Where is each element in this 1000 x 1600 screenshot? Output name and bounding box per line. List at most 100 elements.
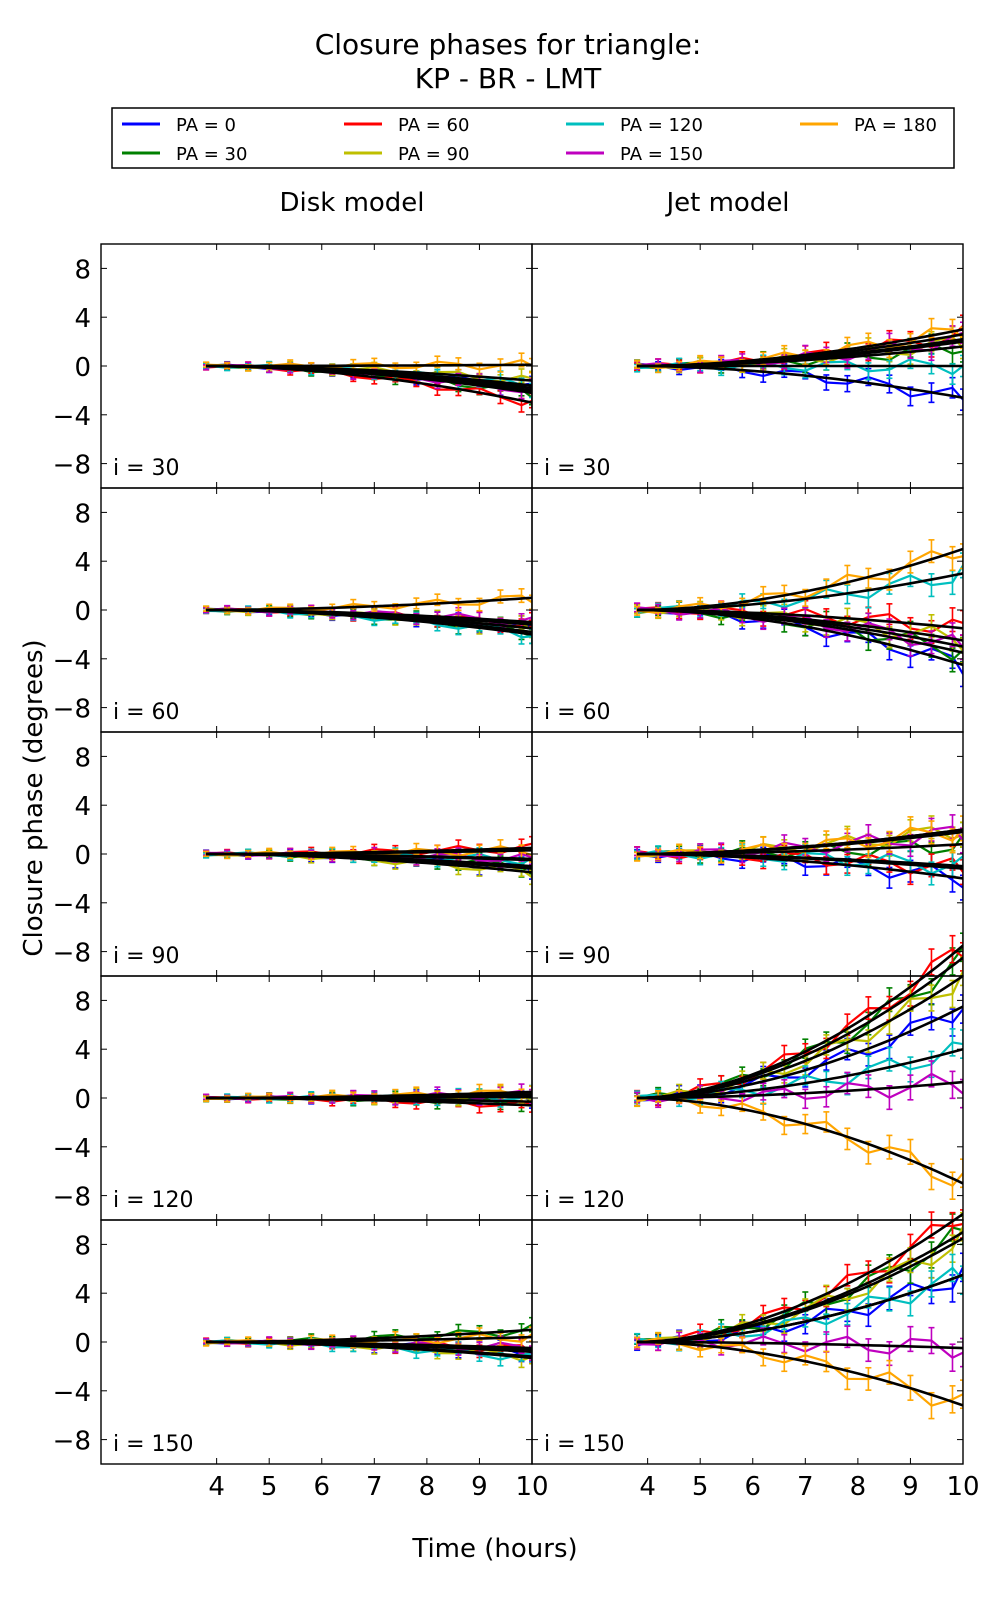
- legend-label: PA = 180: [854, 115, 937, 136]
- y-tick-label: 4: [74, 792, 91, 822]
- y-tick-label: −4: [53, 402, 91, 432]
- x-tick-label: 6: [313, 1472, 330, 1502]
- inclination-label: i = 90: [544, 944, 611, 969]
- panel-r2-c0: [203, 835, 532, 886]
- model-curve: [637, 852, 963, 868]
- x-tick-label: 10: [946, 1472, 979, 1502]
- model-curve: [637, 328, 963, 368]
- inclination-label: i = 30: [113, 456, 180, 481]
- inclination-label: i = 150: [544, 1432, 625, 1457]
- y-tick-label: 0: [74, 353, 91, 383]
- series-1: [634, 1213, 963, 1351]
- x-tick-label: 7: [366, 1472, 383, 1502]
- inclination-label: i = 120: [113, 1188, 194, 1213]
- legend-label: PA = 60: [398, 115, 469, 136]
- legend-entry-pa180: PA = 180: [800, 115, 937, 136]
- series-2: [634, 1209, 963, 1352]
- x-tick-label: 5: [692, 1472, 709, 1502]
- series-0: [634, 994, 963, 1107]
- y-tick-label: 0: [74, 597, 91, 627]
- panel-r1-c1: [634, 539, 963, 688]
- y-tick-label: −8: [53, 939, 91, 969]
- model-curve: [637, 1237, 963, 1344]
- legend: PA = 0 PA = 60 PA = 120 PA = 180 PA = 30…: [111, 107, 955, 169]
- x-axis-label: Time (hours): [411, 1534, 577, 1564]
- y-axis-label: Closure phase (degrees): [19, 639, 49, 956]
- column-header-jet-model: Jet model: [664, 188, 789, 218]
- legend-entry-pa120: PA = 120: [566, 115, 703, 136]
- model-curve: [637, 1080, 963, 1100]
- panel-r3-c0: [203, 1083, 532, 1114]
- series-3: [634, 1211, 963, 1351]
- inclination-label: i = 30: [544, 456, 611, 481]
- legend-label: PA = 30: [176, 144, 247, 165]
- series-5: [634, 1325, 963, 1373]
- model-curve: [637, 974, 963, 1100]
- axes-frames: i = 30 i = 30 8 4 0 −4 −8 i = 60 i = 60 8 4 0 −4 −8 i …: [53, 243, 980, 1502]
- panel-r2-c1: [634, 814, 963, 901]
- x-tick-label: 9: [902, 1472, 919, 1502]
- model-curve: [637, 1273, 963, 1344]
- y-tick-label: 4: [74, 1280, 91, 1310]
- y-tick-label: −4: [53, 890, 91, 920]
- legend-entry-pa150: PA = 150: [566, 144, 703, 165]
- y-tick-label: −8: [53, 1183, 91, 1213]
- y-tick-label: 8: [74, 987, 91, 1017]
- y-tick-label: 4: [74, 1036, 91, 1066]
- data-line: [636, 1095, 963, 1188]
- legend-label: PA = 90: [398, 144, 469, 165]
- legend-entry-pa90: PA = 90: [344, 144, 469, 165]
- panel-r0-c1: [634, 314, 963, 411]
- x-tick-label: 9: [471, 1472, 488, 1502]
- inclination-label: i = 90: [113, 944, 180, 969]
- panel-r3-c1: [634, 932, 963, 1200]
- model-curve: [637, 1340, 963, 1407]
- y-tick-label: −4: [53, 1134, 91, 1164]
- legend-entry-pa60: PA = 60: [344, 115, 469, 136]
- legend-label: PA = 120: [620, 115, 703, 136]
- legend-entry-pa30: PA = 30: [122, 144, 247, 165]
- y-tick-label: 4: [74, 304, 91, 334]
- y-tick-label: 0: [74, 841, 91, 871]
- disk-model-data: [203, 352, 532, 1369]
- x-tick-label: 10: [515, 1472, 548, 1502]
- legend-entry-pa0: PA = 0: [122, 115, 236, 136]
- model-curve: [637, 608, 963, 648]
- y-tick-label: −8: [53, 695, 91, 725]
- x-tick-label: 5: [261, 1472, 278, 1502]
- model-curve: [206, 1090, 532, 1100]
- model-curve: [206, 363, 532, 368]
- legend-box: [111, 107, 955, 169]
- model-curve: [637, 828, 963, 856]
- inclination-label: i = 60: [544, 700, 611, 725]
- data-line: [636, 970, 963, 1103]
- y-tick-label: 4: [74, 548, 91, 578]
- y-tick-label: 8: [74, 499, 91, 529]
- x-tick-label: 8: [419, 1472, 436, 1502]
- legend-label: PA = 150: [620, 144, 703, 165]
- y-tick-label: 0: [74, 1085, 91, 1115]
- y-tick-label: 8: [74, 743, 91, 773]
- model-curve: [206, 1335, 532, 1344]
- model-curve: [206, 596, 532, 612]
- y-tick-label: 0: [74, 1329, 91, 1359]
- legend-label: PA = 0: [176, 115, 236, 136]
- y-tick-label: −8: [53, 451, 91, 481]
- x-tick-label: 4: [208, 1472, 225, 1502]
- inclination-label: i = 150: [113, 1432, 194, 1457]
- y-tick-label: 8: [74, 255, 91, 285]
- x-tick-label: 8: [850, 1472, 867, 1502]
- panel-r1-c0: [203, 588, 532, 645]
- series-6: [634, 1089, 963, 1200]
- model-curve: [637, 1340, 963, 1350]
- panel-frame: [531, 487, 964, 733]
- y-tick-label: −4: [53, 646, 91, 676]
- panel-r4-c0: [203, 1316, 532, 1369]
- jet-model-data: [634, 314, 963, 1420]
- column-header-disk-model: Disk model: [279, 188, 424, 218]
- y-tick-label: −8: [53, 1427, 91, 1457]
- x-tick-label: 4: [639, 1472, 656, 1502]
- x-tick-label: 6: [744, 1472, 761, 1502]
- inclination-label: i = 120: [544, 1188, 625, 1213]
